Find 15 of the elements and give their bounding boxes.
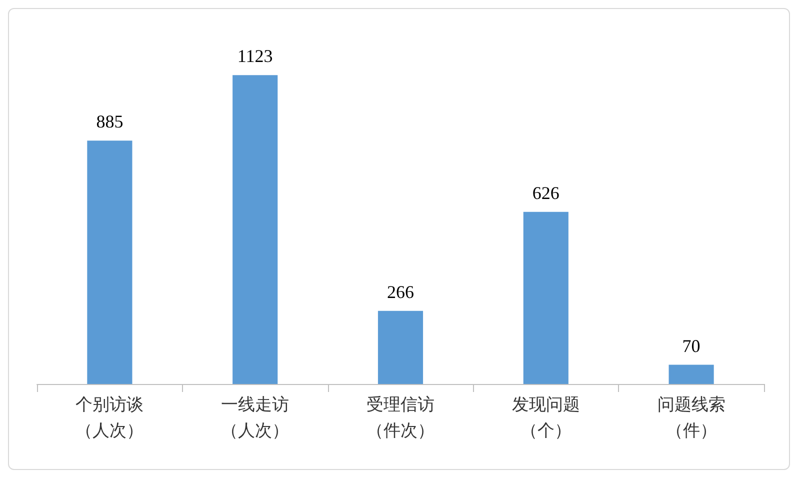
bar bbox=[668, 364, 714, 384]
data-label: 626 bbox=[532, 182, 560, 203]
bar bbox=[232, 75, 278, 384]
data-label: 266 bbox=[387, 282, 414, 302]
data-label: 70 bbox=[682, 336, 700, 356]
bar bbox=[87, 140, 132, 384]
data-label: 1123 bbox=[237, 46, 273, 66]
x-tick-label: 个别访谈（人次） bbox=[76, 395, 144, 441]
x-tick-label: 发现问题（个） bbox=[512, 395, 580, 441]
bar bbox=[378, 310, 424, 384]
x-tick-label: 问题线索（件） bbox=[657, 395, 726, 441]
x-tick-label: 一线走访（人次） bbox=[221, 395, 290, 441]
x-tick-label: 受理信访（件次） bbox=[366, 395, 434, 441]
data-label: 885 bbox=[96, 112, 124, 132]
bar bbox=[523, 212, 568, 384]
